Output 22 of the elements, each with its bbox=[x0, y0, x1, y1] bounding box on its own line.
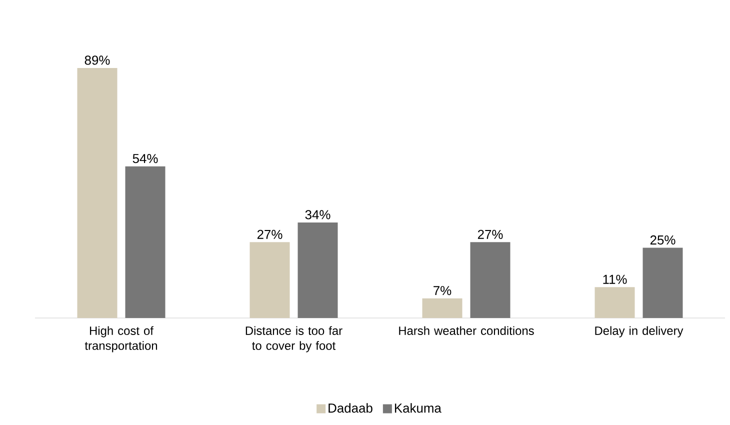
data-label: 89% bbox=[84, 56, 110, 65]
legend-label: Dadaab bbox=[328, 403, 372, 413]
data-label: 27% bbox=[257, 230, 282, 239]
data-label: 25% bbox=[650, 235, 676, 245]
x-tick-label: Delay in delivery bbox=[595, 326, 684, 338]
data-label: 7% bbox=[434, 286, 452, 296]
data-label: 54% bbox=[132, 154, 158, 164]
data-label: 27% bbox=[478, 230, 503, 239]
bar bbox=[125, 166, 166, 318]
bar bbox=[642, 248, 683, 318]
legend-label: Kakuma bbox=[394, 403, 442, 413]
data-label: 11% bbox=[603, 274, 627, 284]
bar bbox=[250, 242, 290, 318]
x-tick-label: High cost of transportation bbox=[84, 326, 158, 352]
bar bbox=[470, 242, 510, 318]
bar bbox=[422, 298, 462, 318]
bar bbox=[298, 222, 338, 318]
bar bbox=[77, 68, 118, 318]
x-tick-label: Harsh weather conditions bbox=[399, 326, 534, 335]
bar bbox=[594, 287, 635, 318]
data-label: 34% bbox=[305, 210, 330, 220]
x-tick-label: Distance is too far to cover by foot bbox=[246, 326, 342, 352]
